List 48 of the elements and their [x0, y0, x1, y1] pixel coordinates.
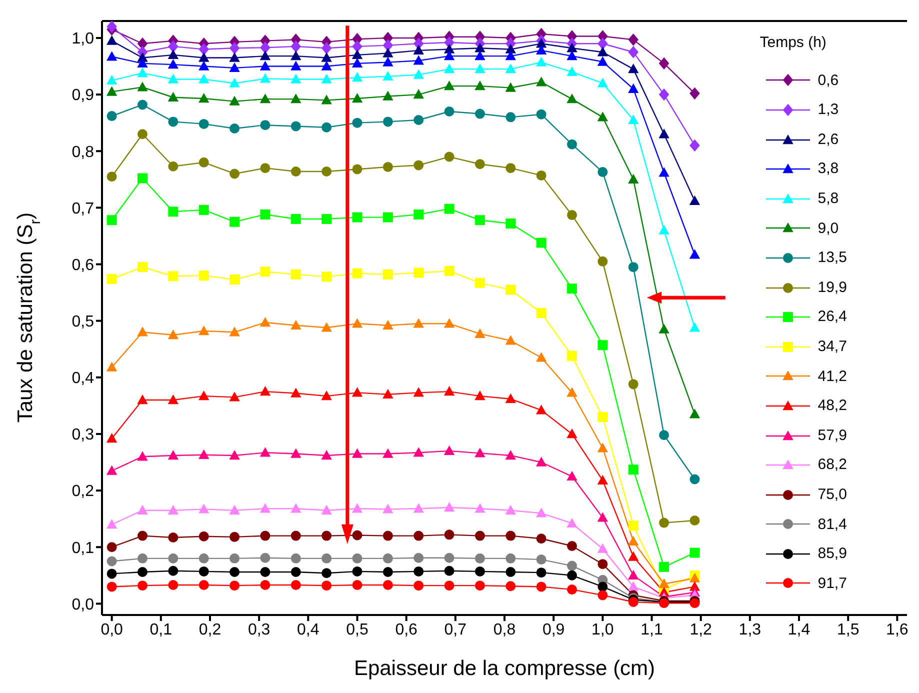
legend-label: 75,0 [818, 484, 847, 505]
y-tick-label: 0,4 [72, 370, 94, 388]
legend-label: 85,9 [818, 544, 847, 564]
legend-label: 34,7 [818, 336, 847, 357]
y-tick-label: 0,5 [72, 314, 94, 331]
x-tick-label: 1,5 [836, 621, 860, 638]
x-tick-label: 1,3 [738, 621, 762, 638]
x-tick-label: 0,9 [542, 621, 565, 638]
y-tick-label: 0,2 [72, 483, 94, 500]
x-tick-label: 0,2 [198, 621, 222, 638]
legend-label: 48,2 [818, 396, 847, 416]
legend-label: 57,9 [818, 426, 847, 446]
legend-label: 9,0 [818, 218, 839, 239]
legend-label: 13,5 [818, 248, 847, 268]
y-tick-label: 0,7 [72, 200, 94, 218]
x-axis-title: Epaisseur de la compresse (cm) [354, 657, 656, 680]
x-tick-label: 0,6 [395, 621, 418, 638]
x-tick-label: 1,0 [592, 621, 614, 638]
x-tick-label: 0,1 [150, 621, 172, 638]
x-tick-label: 0,7 [444, 621, 467, 638]
legend-label: 2,6 [818, 130, 839, 150]
y-tick-label: 1,0 [72, 30, 94, 48]
x-tick-label: 0,8 [493, 621, 516, 638]
y-tick-label: 0,1 [72, 540, 94, 557]
legend-label: 91,7 [818, 574, 847, 594]
legend-label: 5,8 [818, 188, 839, 209]
x-tick-label: 1,2 [690, 621, 712, 638]
legend-label: 81,4 [818, 514, 847, 534]
x-tick-label: 0,5 [346, 621, 368, 638]
y-tick-label: 0,9 [72, 87, 94, 104]
x-tick-label: 0,4 [297, 621, 320, 638]
x-tick-label: 1,6 [886, 621, 908, 638]
x-tick-label: 1,1 [640, 621, 663, 638]
legend-title: Temps (h) [760, 33, 828, 53]
legend-label: 19,9 [818, 278, 847, 298]
x-tick-label: 1,4 [788, 621, 810, 638]
x-tick-label: 0,3 [248, 621, 270, 638]
legend-label: 26,4 [818, 307, 847, 328]
legend-label: 41,2 [818, 366, 847, 387]
legend-label: 1,3 [818, 100, 839, 120]
legend-label: 3,8 [818, 159, 839, 180]
y-tick-label: 0,6 [72, 256, 94, 274]
y-tick-label: 0,3 [72, 426, 94, 444]
legend-label: 0,6 [818, 70, 839, 91]
legend-label: 68,2 [818, 455, 847, 476]
x-tick-label: 0,0 [100, 621, 124, 638]
y-tick-label: 0,8 [72, 144, 94, 161]
y-tick-label: 0,0 [72, 596, 94, 614]
